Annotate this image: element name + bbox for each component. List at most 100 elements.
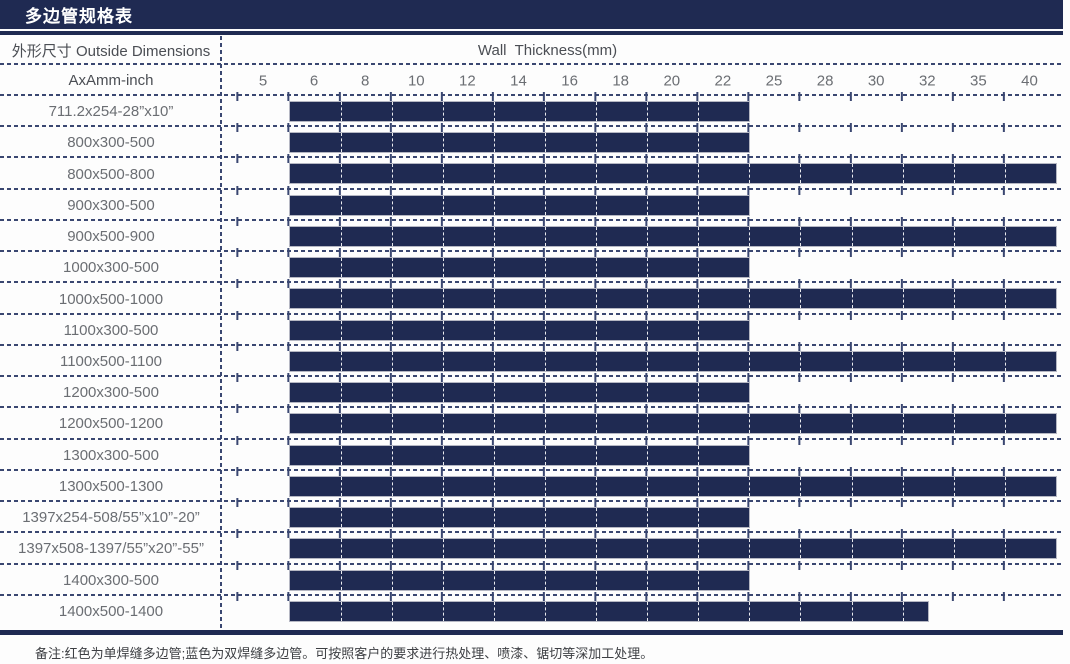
row-label: 1397x508-1397/55”x20”-55” — [18, 540, 204, 558]
bar-cell — [340, 570, 392, 590]
bar-cell — [698, 195, 749, 215]
bar-cell — [391, 320, 443, 340]
bar-cell — [698, 289, 749, 309]
bar-cell — [953, 164, 1005, 184]
bar-cell — [290, 352, 341, 371]
bar-cell — [391, 102, 443, 121]
bar-cell — [493, 351, 545, 371]
bar-cell — [851, 164, 903, 184]
bar-cell — [545, 258, 596, 278]
table-row: 1300x500-1300 — [0, 471, 1063, 508]
bar-cell — [749, 226, 800, 246]
column-boundary-ticks — [222, 185, 1056, 195]
bar-cell — [749, 601, 800, 621]
bar-cell — [698, 320, 749, 340]
bar-cell — [698, 414, 749, 434]
thickness-range-bar — [288, 288, 1058, 310]
bar-cell — [1004, 351, 1056, 371]
bar-cell — [290, 289, 341, 308]
bar-cell — [596, 539, 647, 559]
bar-cell — [1004, 414, 1056, 434]
table-header-row: 外形尺寸 Outside Dimensions Wall Thickness(m… — [0, 36, 1063, 65]
table-row: 1200x500-1200 — [0, 408, 1063, 445]
bar-cell — [1004, 164, 1056, 184]
bar-cell — [698, 226, 749, 246]
bar-cell — [442, 195, 494, 215]
bar-cell — [340, 195, 392, 215]
table-row: 1397x254-508/55”x10”-20” — [0, 502, 1063, 539]
column-boundary-ticks — [222, 529, 1056, 539]
bar-cell — [1004, 476, 1056, 496]
column-boundary-ticks — [222, 123, 1056, 133]
bar-cell — [545, 508, 596, 528]
bar-cell — [442, 445, 494, 465]
bar-cell — [290, 164, 341, 183]
bar-cell — [800, 289, 851, 309]
bar-cell — [545, 383, 596, 403]
bar-cell — [698, 383, 749, 403]
bar-cell — [902, 289, 954, 309]
bar-cell — [698, 258, 749, 278]
bar-cell — [647, 226, 698, 246]
bar-cell — [340, 164, 392, 184]
page-title: 多边管规格表 — [25, 7, 133, 26]
bar-cell — [340, 351, 392, 371]
row-bar-area — [222, 283, 1063, 320]
bar-cell — [442, 539, 494, 559]
row-bar-area — [222, 377, 1063, 414]
bar-cell — [493, 226, 545, 246]
bar-cell — [596, 508, 647, 528]
bar-cell — [800, 601, 851, 621]
table-row: 1100x500-1100 — [0, 346, 1063, 383]
bar-cell — [391, 258, 443, 278]
tick-label-32: 32 — [918, 72, 936, 89]
column-boundary-ticks — [222, 435, 1056, 445]
bar-cell — [391, 133, 443, 153]
row-label: 1200x500-1200 — [58, 415, 164, 433]
bar-cell — [749, 539, 800, 559]
row-label: 900x300-500 — [67, 196, 155, 214]
row-bar-area — [222, 408, 1063, 445]
bar-cell — [442, 164, 494, 184]
bar-cell — [1004, 289, 1056, 309]
bar-cell — [290, 571, 341, 590]
bar-cell — [596, 351, 647, 371]
bar-cell — [647, 351, 698, 371]
bar-cell — [749, 414, 800, 434]
bar-cell — [902, 476, 954, 496]
bar-cell — [290, 383, 341, 402]
bar-cell — [340, 383, 392, 403]
bar-cell — [340, 258, 392, 278]
table-bottom-rule — [0, 630, 1063, 635]
thickness-range-bar — [288, 600, 930, 622]
bar-cell — [340, 539, 392, 559]
bar-cell — [391, 226, 443, 246]
bar-cell — [290, 539, 341, 558]
bar-cell — [340, 289, 392, 309]
bar-cell — [442, 289, 494, 309]
column-boundary-ticks — [222, 279, 1056, 289]
bar-cell — [596, 195, 647, 215]
bar-cell — [340, 445, 392, 465]
row-bar-area — [222, 158, 1063, 195]
bar-cell — [953, 351, 1005, 371]
bar-cell — [290, 258, 341, 277]
table-row: 800x500-800 — [0, 158, 1063, 195]
bar-cell — [698, 601, 749, 621]
table-row: 1200x300-500 — [0, 377, 1063, 414]
bar-cell — [953, 539, 1005, 559]
tick-label-30: 30 — [867, 72, 885, 89]
bar-cell — [851, 289, 903, 309]
bar-cell — [493, 102, 545, 121]
bar-cell — [493, 383, 545, 403]
bar-cell — [800, 164, 851, 184]
bar-cell — [647, 601, 698, 621]
bar-cell — [340, 414, 392, 434]
bar-cell — [442, 508, 494, 528]
table-subheader-row: AxAmm-inch 5 6 8 10 12 14 16 18 20 22 25 28 30 32 35 40 — [0, 65, 1063, 101]
thickness-range-bar — [288, 257, 751, 279]
bar-cell — [290, 602, 341, 621]
bar-cell — [596, 383, 647, 403]
bar-cell — [442, 570, 494, 590]
bar-cell — [442, 351, 494, 371]
